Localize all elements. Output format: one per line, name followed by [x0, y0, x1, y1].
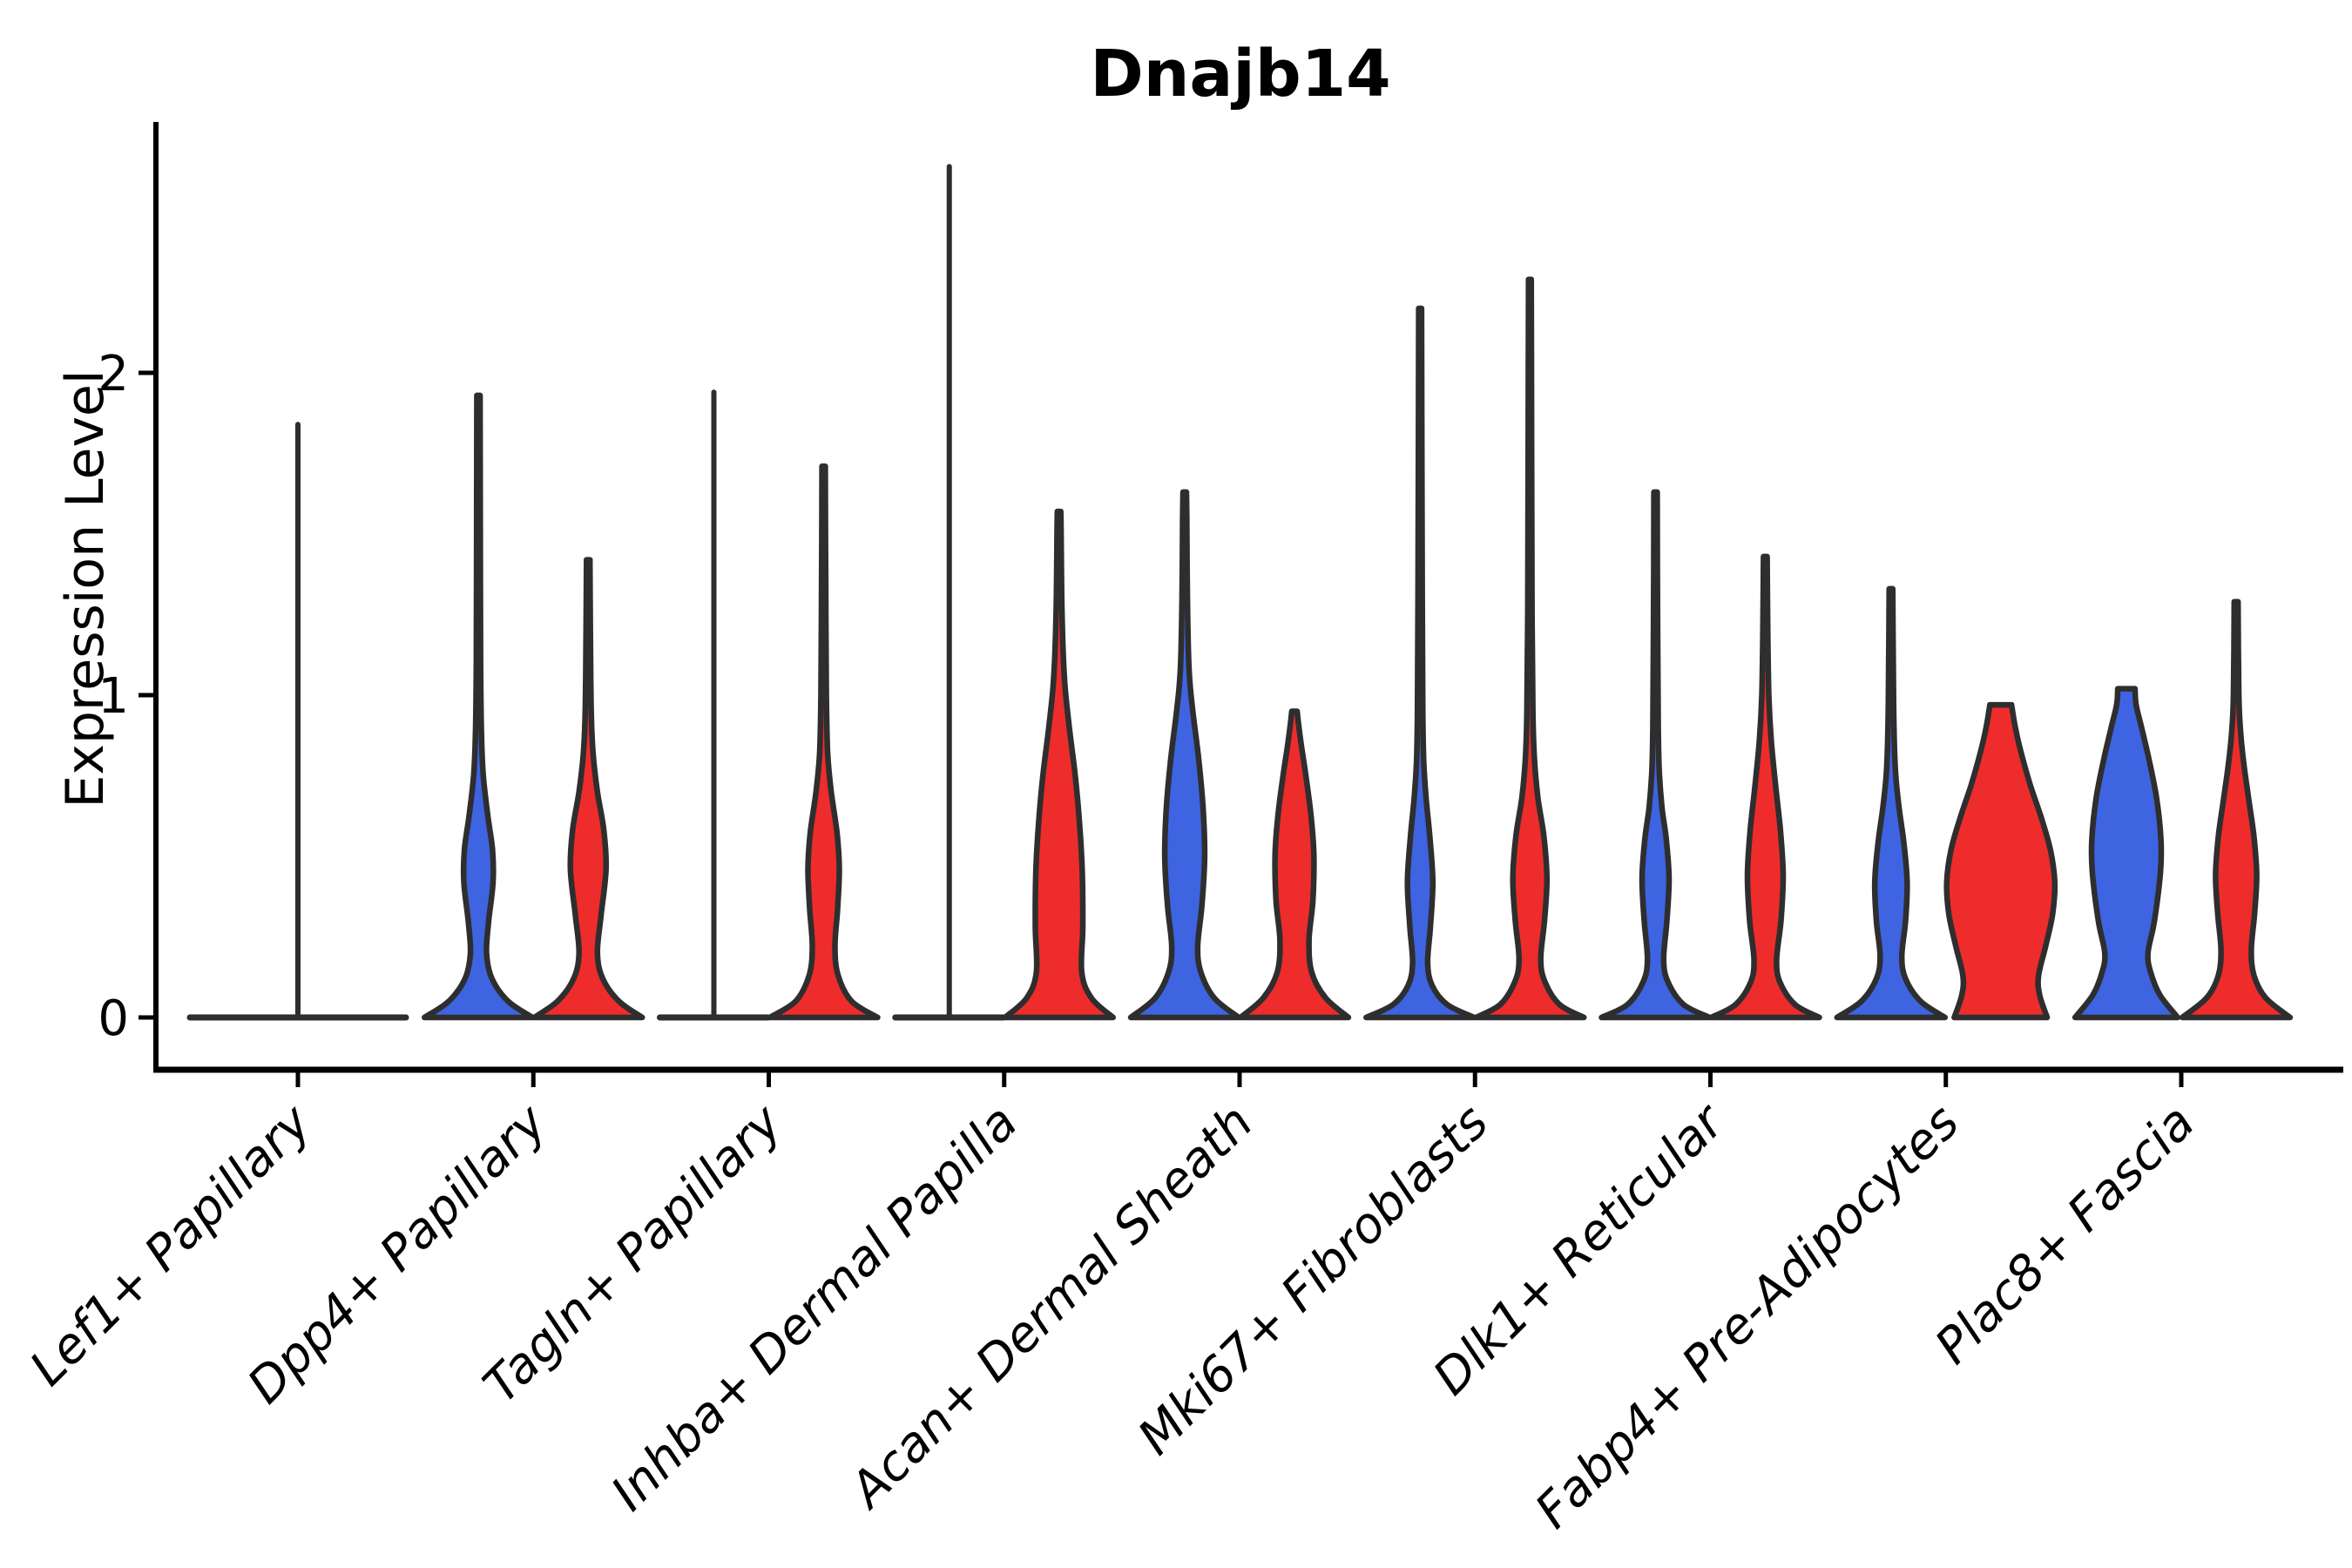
y-tick-label: 2 — [98, 346, 129, 402]
violin-blue — [1834, 585, 1949, 1021]
violin-blue — [422, 392, 536, 1021]
chart-title: Dnajb14 — [1090, 37, 1390, 112]
y-tick-label: 0 — [98, 990, 129, 1047]
violin-red — [1237, 708, 1352, 1021]
y-axis-ticks: 0 1 2 — [98, 346, 156, 1047]
violin-blue — [1127, 489, 1242, 1021]
violin-red — [1708, 553, 1822, 1021]
violin-red — [1943, 701, 2058, 1021]
y-axis-label: Expression Level — [55, 369, 116, 808]
violin-blue — [1598, 489, 1713, 1021]
y-tick-label: 1 — [98, 668, 129, 725]
violin-red — [2179, 598, 2294, 1021]
violin-red — [531, 557, 645, 1021]
violin-red — [1473, 276, 1587, 1021]
violin-red — [1002, 508, 1117, 1021]
violin-blue — [1363, 305, 1477, 1021]
violin-shapes-layer — [186, 164, 2294, 1021]
violin-blue — [2072, 686, 2181, 1021]
violin-red — [767, 463, 881, 1021]
